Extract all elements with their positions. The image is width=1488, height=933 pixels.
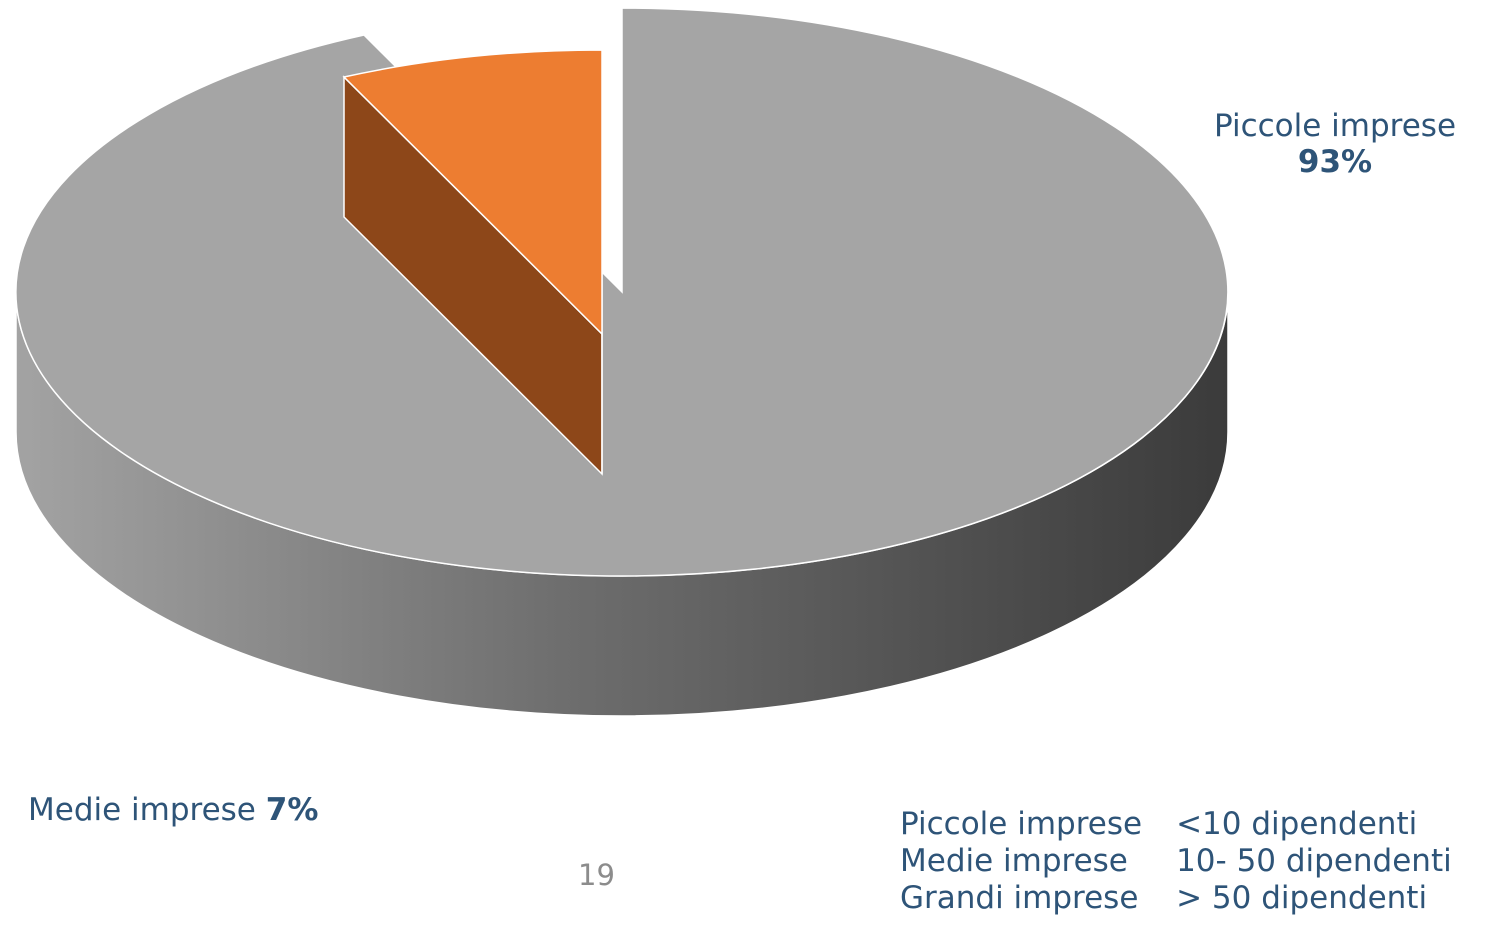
size-legend-row: Grandi imprese > 50 dipendenti: [900, 880, 1452, 917]
page-number: 19: [578, 858, 615, 892]
size-range: 10- 50 dipendenti: [1176, 843, 1452, 879]
pie-slice-top: [15, 7, 1229, 577]
data-label-piccole-imprese: Piccole imprese 93%: [1150, 108, 1488, 180]
pie-slice-top: [342, 49, 603, 336]
pie-slice-medie-imprese: [342, 49, 603, 476]
data-label-medie-imprese-name: Medie imprese: [28, 792, 256, 828]
pie-slice-piccole-imprese: [15, 7, 1229, 717]
size-legend-row: Medie imprese 10- 50 dipendenti: [900, 843, 1452, 880]
size-legend-row: Piccole imprese <10 dipendenti: [900, 806, 1452, 843]
size-class: Piccole imprese: [900, 806, 1143, 842]
size-class: Grandi imprese: [900, 880, 1139, 916]
size-range: > 50 dipendenti: [1176, 880, 1428, 916]
data-label-medie-imprese: Medie imprese 7%: [28, 792, 318, 828]
company-size-legend: Piccole imprese <10 dipendenti Medie imp…: [900, 806, 1452, 917]
data-label-medie-imprese-value: 7%: [265, 792, 319, 828]
data-label-piccole-imprese-name: Piccole imprese: [1213, 108, 1457, 144]
size-range: <10 dipendenti: [1176, 806, 1418, 842]
data-label-piccole-imprese-value: 93%: [1297, 144, 1373, 180]
size-class: Medie imprese: [900, 843, 1128, 879]
